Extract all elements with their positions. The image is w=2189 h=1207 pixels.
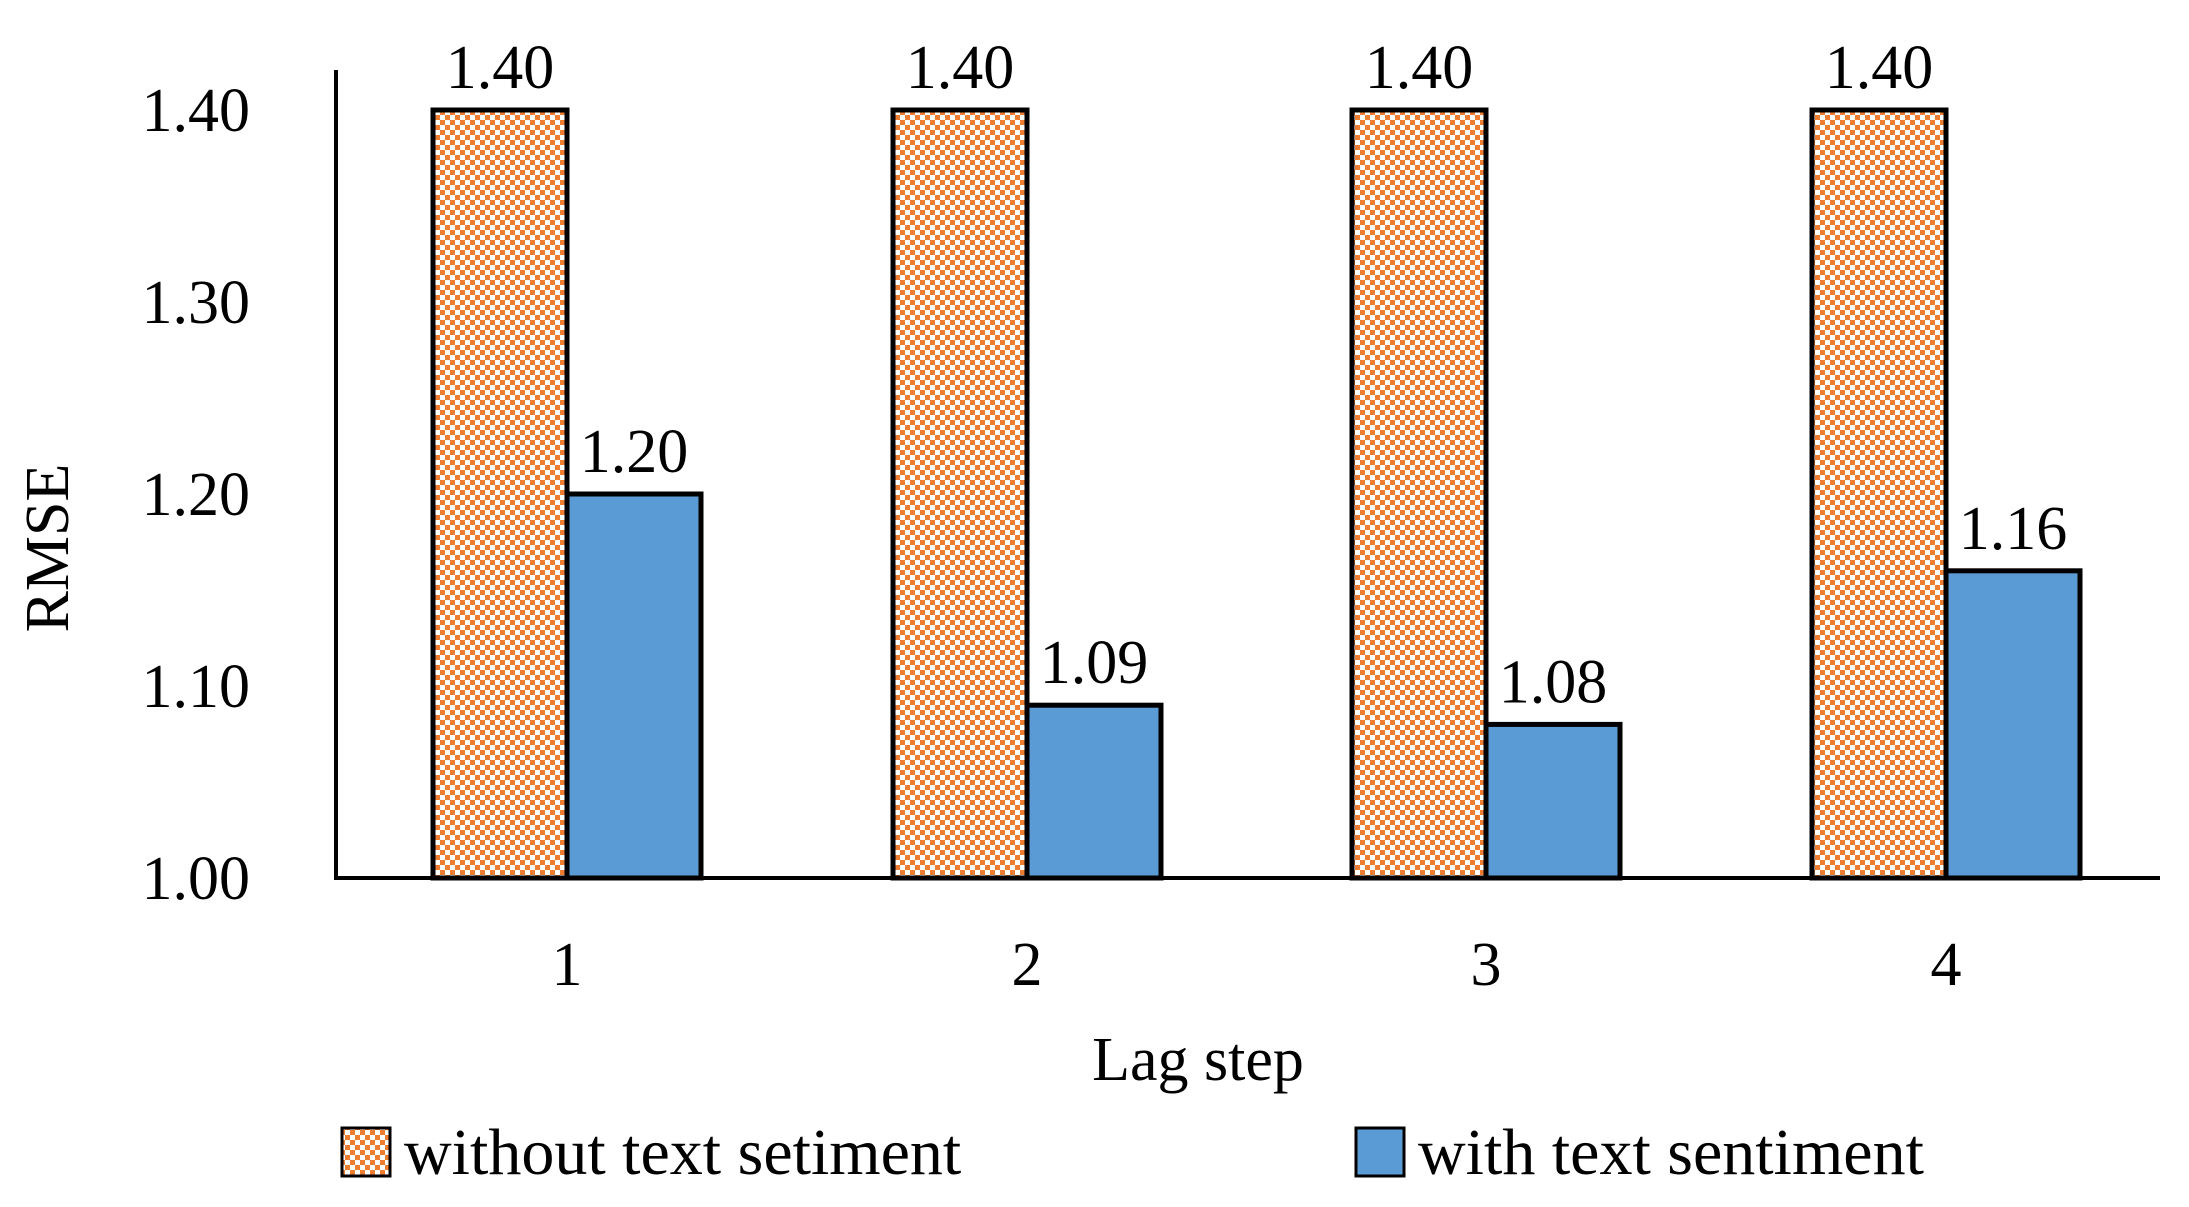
legend-label-without-text-setiment: without text setiment xyxy=(404,1116,961,1189)
y-tick-label: 1.00 xyxy=(142,845,251,913)
bar-value-label: 1.09 xyxy=(1040,629,1149,697)
y-axis-tick-labels: 1.00 1.10 1.20 1.30 1.40 xyxy=(142,77,251,913)
bar-with-text-sentiment-lag-4 xyxy=(1943,568,2083,881)
bar-value-label: 1.40 xyxy=(1825,34,1934,102)
x-axis-tick-labels: 1 2 3 4 xyxy=(552,931,1962,999)
bar-value-label: 1.40 xyxy=(906,34,1015,102)
y-tick-label: 1.10 xyxy=(142,653,251,721)
bar-value-label: 1.16 xyxy=(1959,495,2068,563)
x-tick-label: 2 xyxy=(1012,931,1043,999)
y-tick-label: 1.40 xyxy=(142,77,251,145)
bar-value-label: 1.08 xyxy=(1499,648,1608,716)
bar-with-text-sentiment-lag-2 xyxy=(1024,702,1164,881)
legend: without text setiment with text sentimen… xyxy=(340,1116,1924,1189)
legend-label-with-text-sentiment: with text sentiment xyxy=(1418,1116,1924,1189)
legend-swatch-with-text-sentiment xyxy=(1354,1126,1406,1178)
x-tick-label: 3 xyxy=(1471,931,1502,999)
bar-without-text-setiment-lag-2 xyxy=(890,107,1030,881)
bar-with-text-sentiment-lag-1 xyxy=(564,491,704,881)
bar-data-labels: 1.40 1.20 1.40 1.09 1.40 1.08 1.40 1.16 xyxy=(446,34,2068,716)
bar-value-label: 1.20 xyxy=(580,418,689,486)
bar-without-text-setiment-lag-1 xyxy=(430,107,570,881)
bar-without-text-setiment-lag-4 xyxy=(1809,107,1949,881)
bar-value-label: 1.40 xyxy=(1365,34,1474,102)
x-axis-label: Lag step xyxy=(1092,1026,1304,1094)
bar-without-text-setiment-lag-3 xyxy=(1349,107,1489,881)
bar-value-label: 1.40 xyxy=(446,34,555,102)
bar-with-text-sentiment-lag-3 xyxy=(1483,721,1623,881)
legend-swatch-without-text-setiment xyxy=(340,1126,392,1178)
bars xyxy=(430,107,2083,881)
x-tick-label: 4 xyxy=(1931,931,1962,999)
y-tick-label: 1.20 xyxy=(142,461,251,529)
y-axis-label: RMSE xyxy=(14,464,82,633)
y-tick-label: 1.30 xyxy=(142,269,251,337)
x-tick-label: 1 xyxy=(552,931,583,999)
